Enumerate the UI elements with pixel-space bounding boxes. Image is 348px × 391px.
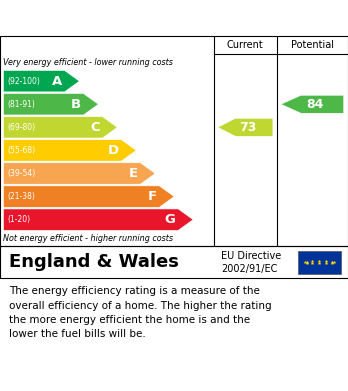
Polygon shape bbox=[3, 117, 117, 138]
Text: 84: 84 bbox=[306, 98, 324, 111]
Polygon shape bbox=[3, 209, 193, 230]
Polygon shape bbox=[218, 118, 273, 136]
Text: G: G bbox=[165, 213, 175, 226]
Text: (81-91): (81-91) bbox=[8, 100, 35, 109]
Polygon shape bbox=[3, 70, 79, 92]
Text: A: A bbox=[52, 75, 62, 88]
Text: Not energy efficient - higher running costs: Not energy efficient - higher running co… bbox=[3, 234, 174, 243]
Text: E: E bbox=[128, 167, 137, 180]
Text: (55-68): (55-68) bbox=[8, 146, 36, 155]
Text: Potential: Potential bbox=[291, 40, 334, 50]
Polygon shape bbox=[3, 163, 155, 184]
Text: 73: 73 bbox=[239, 121, 256, 134]
Text: The energy efficiency rating is a measure of the
overall efficiency of a home. T: The energy efficiency rating is a measur… bbox=[9, 286, 271, 339]
Text: B: B bbox=[71, 98, 81, 111]
Text: (92-100): (92-100) bbox=[8, 77, 40, 86]
Polygon shape bbox=[3, 186, 174, 207]
Bar bbox=[298, 251, 341, 274]
Text: England & Wales: England & Wales bbox=[9, 253, 179, 271]
Polygon shape bbox=[3, 140, 136, 161]
Polygon shape bbox=[3, 93, 98, 115]
Text: (39-54): (39-54) bbox=[8, 169, 36, 178]
Text: D: D bbox=[108, 144, 119, 157]
Text: C: C bbox=[90, 121, 100, 134]
Text: Energy Efficiency Rating: Energy Efficiency Rating bbox=[9, 11, 230, 26]
Text: Current: Current bbox=[227, 40, 264, 50]
Text: Very energy efficient - lower running costs: Very energy efficient - lower running co… bbox=[3, 57, 173, 66]
Text: (21-38): (21-38) bbox=[8, 192, 35, 201]
Text: F: F bbox=[147, 190, 157, 203]
Text: (1-20): (1-20) bbox=[8, 215, 31, 224]
Text: EU Directive
2002/91/EC: EU Directive 2002/91/EC bbox=[221, 251, 281, 274]
Text: (69-80): (69-80) bbox=[8, 123, 36, 132]
Polygon shape bbox=[281, 95, 344, 113]
